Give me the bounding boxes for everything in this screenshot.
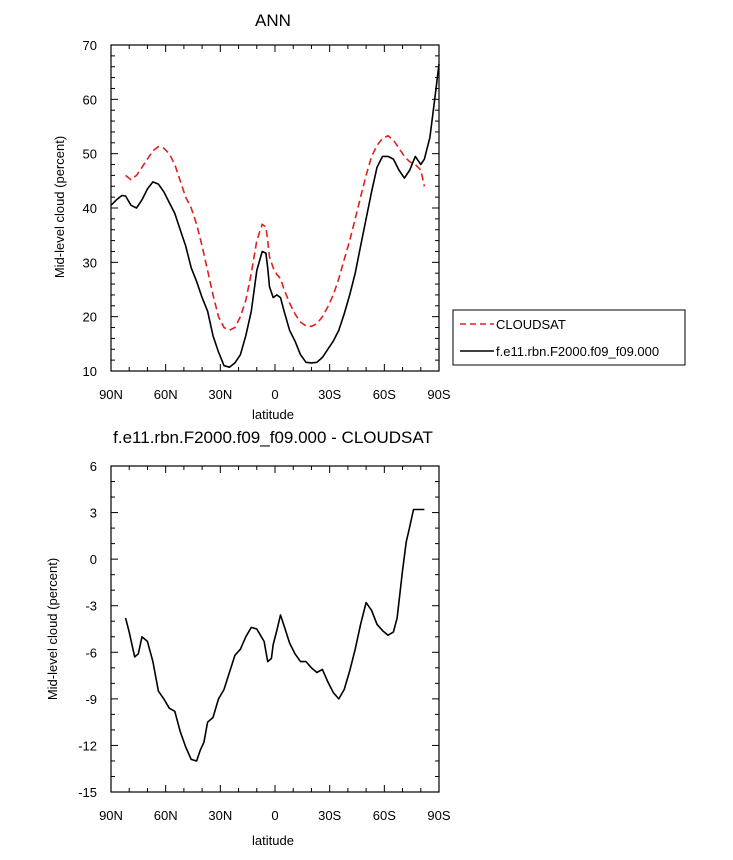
top-x-tick-label: 60S (373, 387, 396, 402)
bottom-y-tick-label: -9 (85, 692, 97, 707)
bottom-x-axis-label: latitude (252, 833, 294, 848)
top-series-line-f-e11-rbn-f2000-f09-f09-000 (110, 63, 440, 369)
bottom-y-axis-label: Mid-level cloud (percent) (45, 558, 60, 700)
bottom-y-tick-label: -15 (78, 785, 97, 800)
bottom-x-tick-label: 0 (271, 808, 278, 823)
legend-box (452, 309, 686, 366)
top-plot-frame (110, 44, 440, 372)
top-y-tick-label: 40 (83, 201, 97, 216)
bottom-x-tick-label: 60S (373, 808, 396, 823)
top-x-tick-label: 90N (99, 387, 123, 402)
legend-label-cloudsat: CLOUDSAT (496, 317, 566, 332)
top-series-line-cloudsat (125, 134, 426, 332)
top-y-axis-label: Mid-level cloud (percent) (52, 136, 67, 278)
top-axis-ticks (110, 44, 440, 372)
bottom-y-tick-label: 0 (90, 552, 97, 567)
bottom-plot-frame (110, 465, 440, 793)
bottom-x-tick-label: 60N (154, 808, 178, 823)
top-x-tick-label: 0 (271, 387, 278, 402)
bottom-y-tick-label: -12 (78, 738, 97, 753)
bottom-series-layer (124, 508, 425, 762)
legend-label-model: f.e11.rbn.F2000.f09_f09.000 (496, 344, 659, 359)
bottom-x-tick-label: 90S (427, 808, 450, 823)
top-y-tick-label: 10 (83, 364, 97, 379)
top-x-axis-label: latitude (252, 407, 294, 422)
top-x-tick-label: 30S (318, 387, 341, 402)
bottom-x-tick-label: 90N (99, 808, 123, 823)
bottom-x-tick-label: 30S (318, 808, 341, 823)
top-panel: ANN 90N 60N 30N 0 30S 60S 90S 10 20 30 40 50 60 70 la… (52, 11, 686, 422)
bottom-y-tick-label: 3 (90, 506, 97, 521)
bottom-x-tick-label: 30N (208, 808, 232, 823)
bottom-y-tick-label: -6 (85, 645, 97, 660)
top-y-tick-label: 60 (83, 92, 97, 107)
bottom-y-tick-label: -3 (85, 599, 97, 614)
top-x-tick-label: 60N (154, 387, 178, 402)
top-chart-title: ANN (255, 11, 291, 30)
bottom-tick-labels: 90N 60N 30N 0 30S 60S 90S -15 -12 -9 -6 -3 0 3 6 (78, 459, 451, 823)
top-y-tick-label: 50 (83, 147, 97, 162)
top-tick-labels: 90N 60N 30N 0 30S 60S 90S 10 20 30 40 50 60 70 (83, 38, 451, 402)
top-series-layer (110, 63, 440, 369)
top-x-tick-label: 30N (208, 387, 232, 402)
top-y-tick-label: 30 (83, 255, 97, 270)
legend: CLOUDSAT f.e11.rbn.F2000.f09_f09.000 (452, 309, 686, 366)
top-x-tick-label: 90S (427, 387, 450, 402)
bottom-chart-title: f.e11.rbn.F2000.f09_f09.000 - CLOUDSAT (113, 428, 433, 447)
bottom-series-line-0 (124, 508, 425, 762)
bottom-y-tick-label: 6 (90, 459, 97, 474)
top-y-tick-label: 20 (83, 310, 97, 325)
bottom-axis-ticks (110, 465, 440, 793)
top-y-tick-label: 70 (83, 38, 97, 53)
bottom-panel: f.e11.rbn.F2000.f09_f09.000 - CLOUDSAT 9… (45, 428, 451, 848)
